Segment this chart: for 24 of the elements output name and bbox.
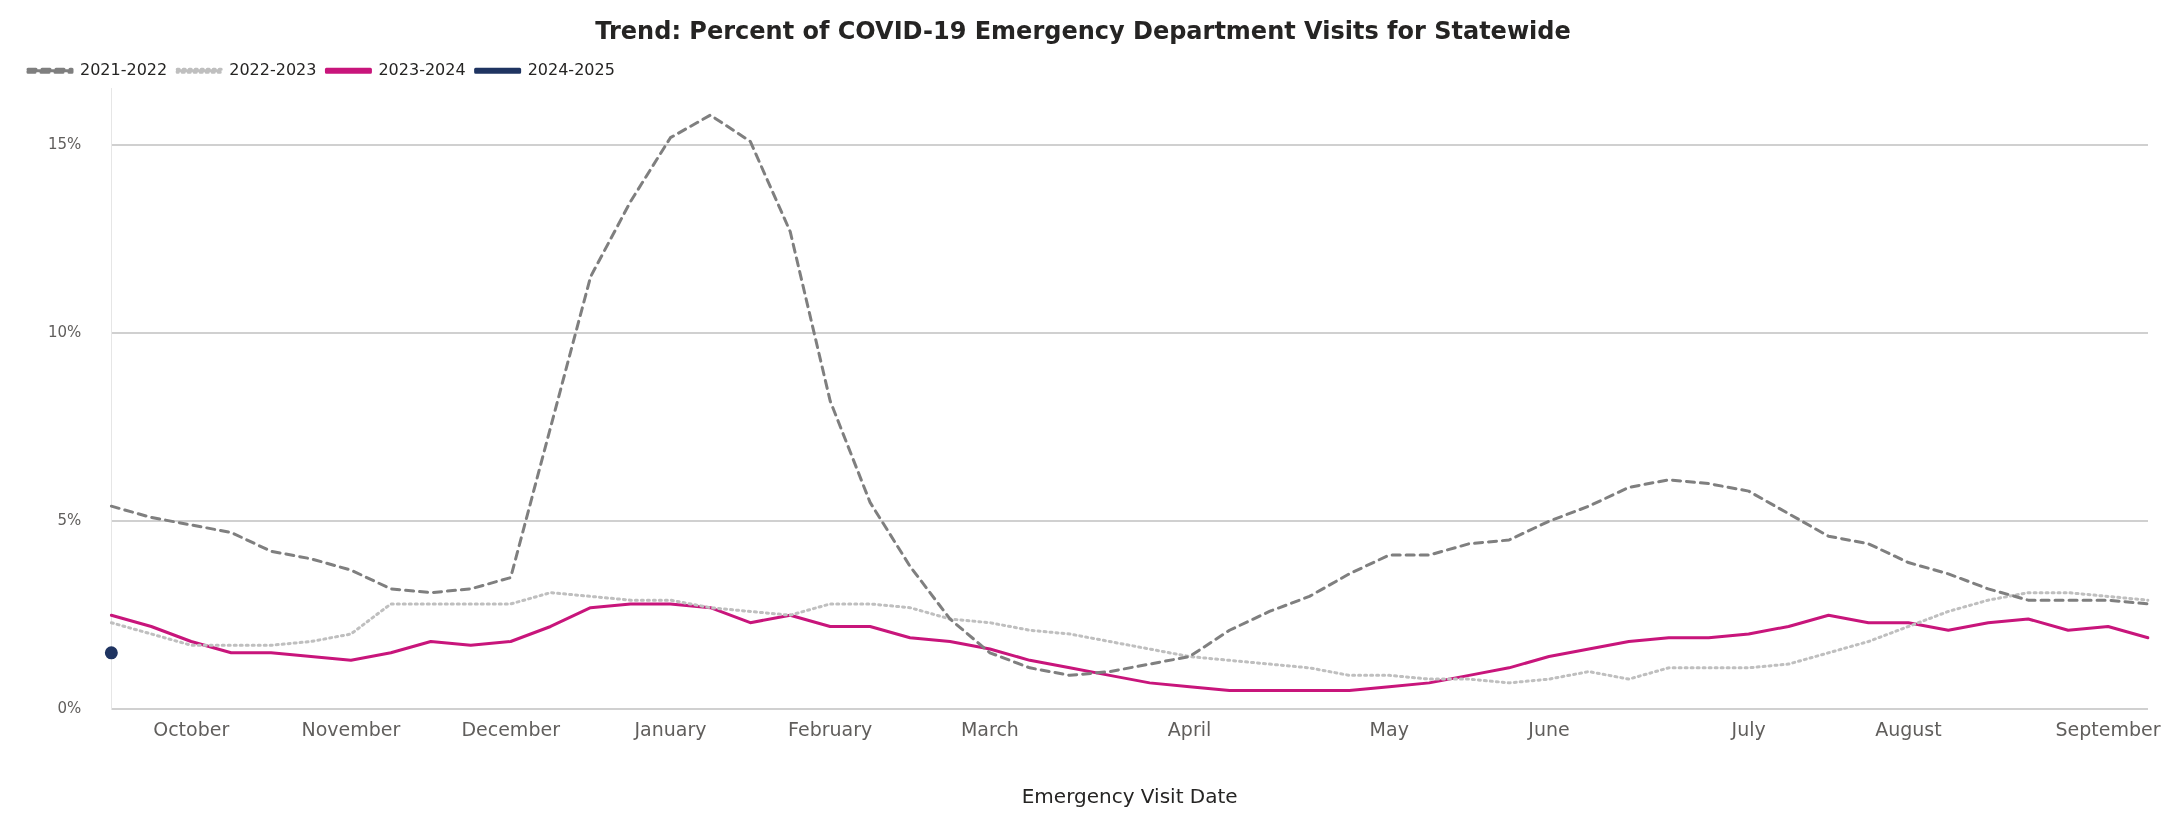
x-tick-label: December [461,717,561,740]
legend-label: 2021-2022 [80,59,168,79]
x-tick-label: November [301,717,401,740]
legend-label: 2023-2024 [378,59,466,79]
y-tick-label: 15% [48,135,82,154]
x-tick-label: March [960,717,1019,740]
x-tick-label: September [2055,717,2161,740]
y-tick-label: 0% [57,699,82,718]
y-tick-label: 10% [48,323,82,342]
x-tick-label: January [633,717,707,740]
x-tick-label: April [1167,717,1212,740]
y-tick-label: 5% [57,511,82,530]
x-tick-label: February [788,717,873,740]
x-tick-label: October [153,717,230,740]
x-axis-title: Emergency Visit Date [1021,784,1238,809]
line-series [109,113,2150,677]
x-tick-label: May [1369,717,1409,740]
x-tick-label: July [1730,717,1766,740]
legend-label: 2022-2023 [229,59,317,79]
chart-title: Trend: Percent of COVID-19 Emergency Department Visits for Statewide [595,16,1571,45]
x-tick-label: June [1527,717,1570,740]
line-series [109,591,2150,685]
x-tick-label: August [1875,717,1942,740]
legend-label: 2024-2025 [527,59,615,79]
